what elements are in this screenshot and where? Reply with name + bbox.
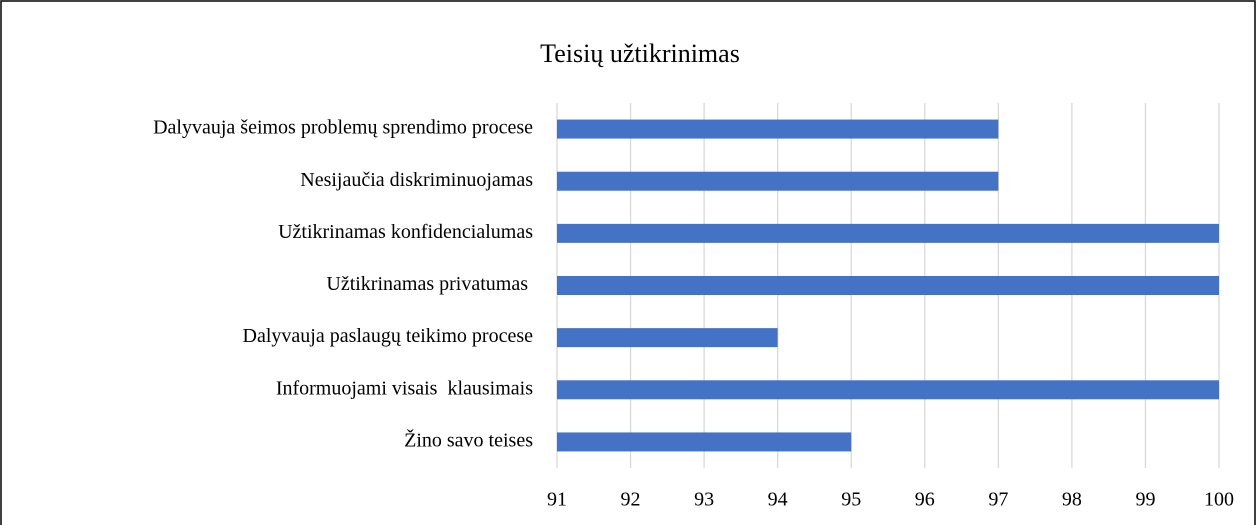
y-tick-label: Užtikrinamas konfidencialumas [278,221,533,243]
bar [557,432,852,452]
chart-title: Teisių užtikrinimas [540,39,740,68]
y-tick-label: Užtikrinamas privatumas [326,273,533,295]
bar [557,119,999,139]
x-tick-label: 91 [547,489,567,511]
y-tick-label: Dalyvauja paslaugų teikimo procese [243,325,534,347]
x-tick-label: 93 [694,489,714,511]
y-tick-label: Dalyvauja šeimos problemų sprendimo proc… [153,117,533,139]
bar [557,328,778,348]
y-tick-label: Žino savo teises [404,429,533,452]
x-tick-label: 97 [988,489,1008,511]
y-tick-label: Informuojami visais klausimais [276,377,533,399]
x-tick-label: 99 [1135,489,1155,511]
bar [557,171,999,191]
y-tick-label: Nesijaučia diskriminuojamas [300,169,533,191]
bar [557,380,1219,400]
x-tick-label: 100 [1204,489,1234,511]
x-tick-label: 98 [1062,489,1082,511]
x-tick-label: 94 [768,489,788,511]
x-tick-label: 95 [841,489,861,511]
x-tick-label: 96 [915,489,935,511]
bar [557,276,1219,295]
bar [557,223,1219,243]
x-tick-label: 92 [621,489,641,511]
